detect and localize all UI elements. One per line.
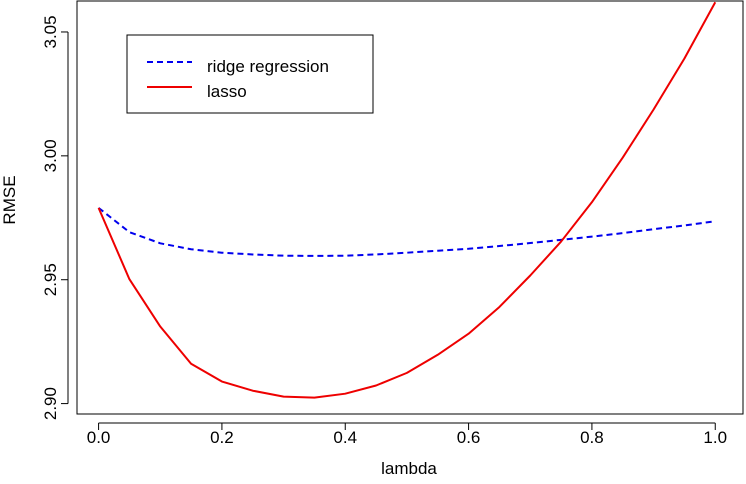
y-axis: 2.90 2.95 3.00 3.05	[41, 15, 69, 420]
x-tick-label: 0.2	[210, 428, 234, 447]
x-tick-label: 0.0	[87, 428, 111, 447]
legend: ridge regression lasso	[126, 34, 374, 114]
y-tick-label: 3.00	[41, 139, 60, 172]
legend-label-ridge-regression: ridge regression	[207, 57, 329, 76]
series-group	[97, 1, 717, 399]
x-tick-label: 0.8	[580, 428, 604, 447]
legend-label-lasso: lasso	[207, 82, 247, 101]
x-axis: 0.0 0.2 0.4 0.6 0.8 1.0	[87, 422, 727, 447]
x-tick-label: 0.4	[333, 428, 357, 447]
x-tick-label: 0.6	[457, 428, 481, 447]
y-tick-label: 2.90	[41, 387, 60, 420]
y-tick-label: 2.95	[41, 263, 60, 296]
series-line-lasso	[97, 1, 717, 399]
y-axis-title: RMSE	[0, 175, 19, 224]
x-tick-label: 1.0	[703, 428, 727, 447]
x-axis-title: lambda	[381, 459, 437, 478]
legend-box	[126, 34, 374, 114]
series-line-ridge-regression	[97, 207, 716, 257]
plot-frame	[76, 0, 744, 415]
y-tick-label: 3.05	[41, 15, 60, 48]
